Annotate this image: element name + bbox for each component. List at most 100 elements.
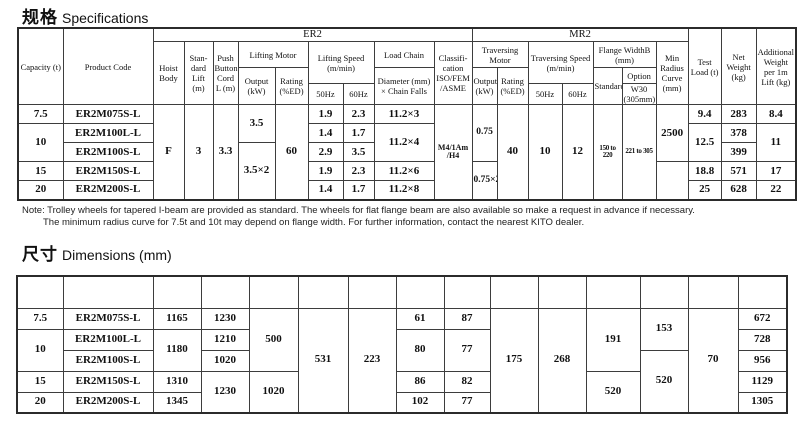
- cell-flange-option: 221 to 305: [621, 104, 657, 201]
- cell-dim: 1020: [200, 349, 250, 372]
- cell-product-code: ER2M100L-L: [62, 123, 154, 144]
- dim-header-blank: [297, 275, 349, 309]
- cell-load-chain: 11.2×3: [373, 104, 435, 125]
- cell-push-button-cord: 3.3: [212, 104, 239, 201]
- cell-test-load: 25: [687, 180, 722, 201]
- cell-product-code: ER2M100L-L: [62, 328, 154, 351]
- cell-additional-weight: 11: [755, 123, 797, 163]
- header-push-button-cord: Push Button Cord L (m): [212, 41, 239, 106]
- cell-dim: 268: [537, 307, 587, 414]
- header-lifting-rating: Rating (%ED): [274, 67, 309, 106]
- cell-traversing-rating: 40: [496, 104, 529, 201]
- header-traversing-60hz: 60Hz: [561, 83, 594, 106]
- cell-dim: 82: [443, 370, 491, 393]
- cell-traversing-50hz: 10: [527, 104, 563, 201]
- header-er2-group: ER2: [152, 27, 473, 43]
- cell-capacity: 7.5: [16, 307, 64, 330]
- dim-header-row: [16, 275, 788, 309]
- header-min-radius: Min Radius Curve (mm): [655, 41, 689, 106]
- header-mr2-group: MR2: [471, 27, 689, 43]
- cell-test-load: 12.5: [687, 123, 722, 163]
- cell-product-code: ER2M100S-L: [62, 349, 154, 372]
- header-classification: Classifi-cation ISO/FEM /ASME: [433, 41, 473, 106]
- specifications-heading-en: Specifications: [62, 10, 149, 26]
- cell-load-chain: 11.2×4: [373, 123, 435, 163]
- dim-row: 7.5 ER2M075S-L 1165 1230 500 531 223 61 …: [16, 307, 788, 414]
- dim-header-blank: [639, 275, 689, 309]
- cell-speed-50hz: 1.9: [307, 161, 344, 182]
- spec-header-row-4: 50Hz 60Hz 50Hz 60Hz W30 (305mm): [18, 83, 796, 106]
- cell-flange-standard: 150 to 220: [592, 104, 623, 201]
- dim-header-blank: [347, 275, 397, 309]
- header-lifting-60hz: 60Hz: [342, 83, 375, 106]
- cell-traversing-output: 0.75: [471, 104, 498, 163]
- cell-dim: 102: [395, 391, 445, 414]
- cell-dim: 223: [347, 307, 397, 414]
- cell-dim: 1345: [152, 391, 202, 414]
- cell-net-weight: 399: [720, 142, 757, 163]
- header-lifting-motor: Lifting Motor: [237, 41, 309, 69]
- dimensions-table: 7.5 ER2M075S-L 1165 1230 500 531 223 61 …: [16, 275, 788, 414]
- cell-test-load: 9.4: [687, 104, 722, 125]
- cell-capacity: 10: [17, 123, 64, 163]
- header-load-chain: Load Chain: [373, 41, 435, 69]
- cell-product-code: ER2M200S-L: [62, 391, 154, 414]
- dim-header-blank: [62, 275, 154, 309]
- specifications-table: Capacity (t) Product Code ER2 MR2 Test L…: [17, 27, 798, 201]
- spec-row: 15 ER2M150S-L 1.9 2.3 11.2×6 0.75×2 18.8…: [17, 161, 797, 201]
- dim-header-blank: [248, 275, 299, 309]
- cell-traversing-60hz: 12: [561, 104, 594, 201]
- dim-header-blank: [152, 275, 202, 309]
- header-product-code: Product Code: [62, 27, 154, 106]
- cell-additional-weight: 22: [755, 180, 797, 201]
- cell-dim: 1230: [200, 307, 250, 330]
- header-flange-standard: Standard: [592, 67, 623, 106]
- cell-dim: 1310: [152, 370, 202, 393]
- spec-header-row-3: Output (kW) Rating (%ED) Diameter (mm) ×…: [18, 67, 796, 106]
- cell-min-radius: [655, 161, 689, 201]
- cell-load-chain: 11.2×6: [373, 161, 435, 182]
- cell-product-code: ER2M150S-L: [62, 370, 154, 393]
- cell-classification: M4/1Am /H4: [433, 104, 473, 201]
- header-diameter-falls: Diameter (mm) × Chain Falls: [373, 67, 435, 106]
- footnote: Note: Trolley wheels for tapered I-beam …: [22, 205, 695, 229]
- cell-speed-60hz: 1.7: [342, 123, 375, 144]
- cell-speed-60hz: 2.3: [342, 161, 375, 182]
- header-traversing-speed: Traversing Speed (m/min): [527, 41, 594, 85]
- cell-dim: 672: [737, 307, 788, 330]
- header-traversing-output: Output (kW): [471, 67, 498, 106]
- cell-dim: 1180: [152, 328, 202, 372]
- cell-capacity: 20: [16, 391, 64, 414]
- footnote-line-1: Note: Trolley wheels for tapered I-beam …: [22, 205, 695, 216]
- header-standard-lift: Stan-dard Lift (m): [183, 41, 214, 106]
- dim-header-blank: [16, 275, 64, 309]
- cell-dim: 1129: [737, 370, 788, 393]
- cell-speed-60hz: 2.3: [342, 104, 375, 125]
- spec-row: 20 ER2M200S-L 1.4 1.7 11.2×8 25 628 22: [17, 180, 797, 201]
- cell-speed-50hz: 1.9: [307, 104, 344, 125]
- dim-header-blank: [737, 275, 788, 309]
- cell-dim: 1165: [152, 307, 202, 330]
- cell-speed-50hz: 1.4: [307, 180, 344, 201]
- cell-product-code: ER2M100S-L: [62, 142, 154, 163]
- cell-speed-50hz: 1.4: [307, 123, 344, 144]
- cell-product-code: ER2M150S-L: [62, 161, 154, 182]
- cell-dim: 77: [443, 391, 491, 414]
- cell-net-weight: 378: [720, 123, 757, 144]
- cell-capacity: 10: [16, 328, 64, 372]
- cell-hoist-body: F: [152, 104, 185, 201]
- cell-capacity: 7.5: [17, 104, 64, 125]
- cell-dim: 728: [737, 328, 788, 351]
- header-flange-option: Option: [621, 67, 657, 85]
- dim-header-blank: [537, 275, 587, 309]
- header-traversing-rating: Rating (%ED): [496, 67, 529, 106]
- cell-min-radius: 2500: [655, 104, 689, 163]
- cell-dim: 87: [443, 307, 491, 330]
- header-lifting-50hz: 50Hz: [307, 83, 344, 106]
- header-net-weight: Net Weight (kg): [720, 27, 757, 106]
- dim-header-blank: [395, 275, 445, 309]
- cell-traversing-output: 0.75×2: [471, 161, 498, 201]
- spec-header-row-2: Hoist Body Stan-dard Lift (m) Push Butto…: [18, 41, 796, 106]
- cell-speed-60hz: 3.5: [342, 142, 375, 163]
- cell-dim: 1230: [200, 370, 250, 414]
